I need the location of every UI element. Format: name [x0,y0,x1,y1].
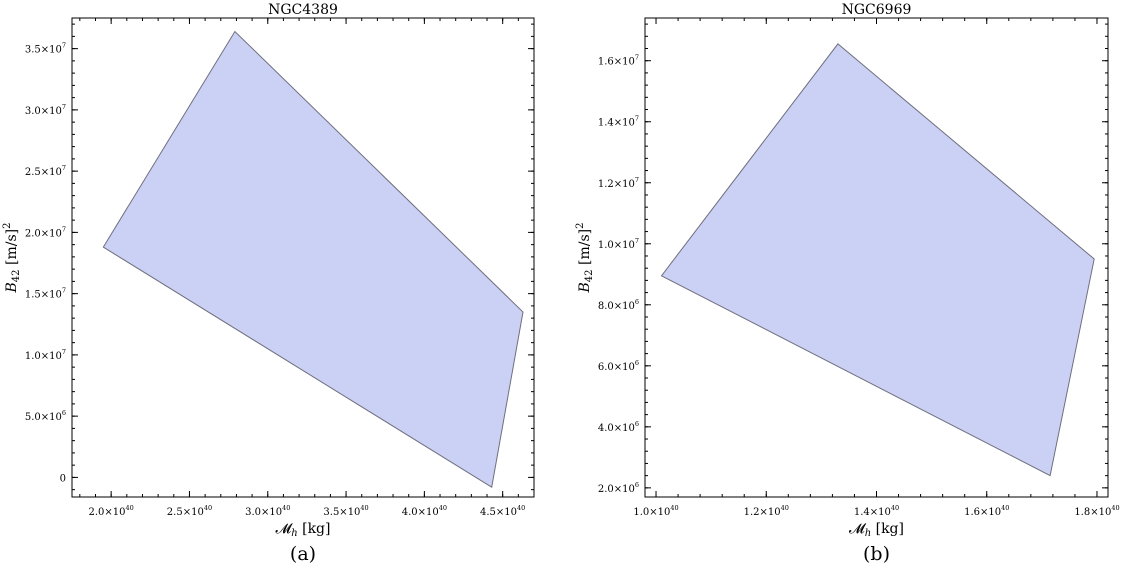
y-tick-label: 1.5×107 [25,287,66,301]
y-tick-label: 2.0×106 [598,481,639,495]
y-tick-label: 1.4×107 [598,115,639,129]
x-tick-label: 1.0×1040 [633,504,678,518]
x-axis-label: 𝓜h [kg] [276,521,331,539]
y-axis-label: B42 [m/s]2 [575,223,595,294]
y-tick-label: 1.6×107 [598,54,639,68]
x-tick-label: 1.6×1040 [964,504,1009,518]
chart-panel-a: NGC4389 2.0×1040 2.5×1040 3.0×1040 3.5×1040 4… [2,2,535,565]
y-tick-label: 1.0×107 [598,237,639,251]
y-tick-label: 5.0×106 [25,409,66,423]
y-tick-label: 3.5×107 [25,42,66,56]
y-tick-label: 2.5×107 [25,164,66,178]
chart-panel-b: NGC6969 1.0×1040 1.2×1040 1.4×1040 1.6×1040 1… [575,2,1120,565]
x-tick-label: 3.0×1040 [245,504,290,518]
panel-caption: (a) [290,543,316,565]
chart-title: NGC6969 [842,2,912,18]
x-axis-label: 𝓜h [kg] [849,521,904,539]
y-tick-label: 3.0×107 [25,103,66,117]
plot-frame [71,17,535,498]
chart-title: NGC4389 [268,2,338,18]
panel-caption: (b) [863,543,890,565]
feasible-region [102,30,524,489]
x-tick-label: 3.5×1040 [323,504,368,518]
x-tick-label: 2.0×1040 [89,504,134,518]
y-tick-label: 1.2×107 [598,176,639,190]
x-tick-label: 1.2×1040 [744,504,789,518]
feasible-region [660,43,1095,477]
x-tick-label: 2.5×1040 [167,504,212,518]
y-tick-label: 0 [60,473,66,484]
y-axis-label: B42 [m/s]2 [2,223,22,294]
y-tick-label: 1.0×107 [25,348,66,362]
x-tick-label: 4.5×1040 [480,504,525,518]
x-tick-label: 4.0×1040 [402,504,447,518]
x-tick-label: 1.4×1040 [854,504,899,518]
y-tick-label: 2.0×107 [25,225,66,239]
y-tick-label: 4.0×106 [598,420,639,434]
y-tick-label: 6.0×106 [598,359,639,373]
y-tick-label: 8.0×106 [598,298,639,312]
x-tick-label: 1.8×1040 [1074,504,1119,518]
